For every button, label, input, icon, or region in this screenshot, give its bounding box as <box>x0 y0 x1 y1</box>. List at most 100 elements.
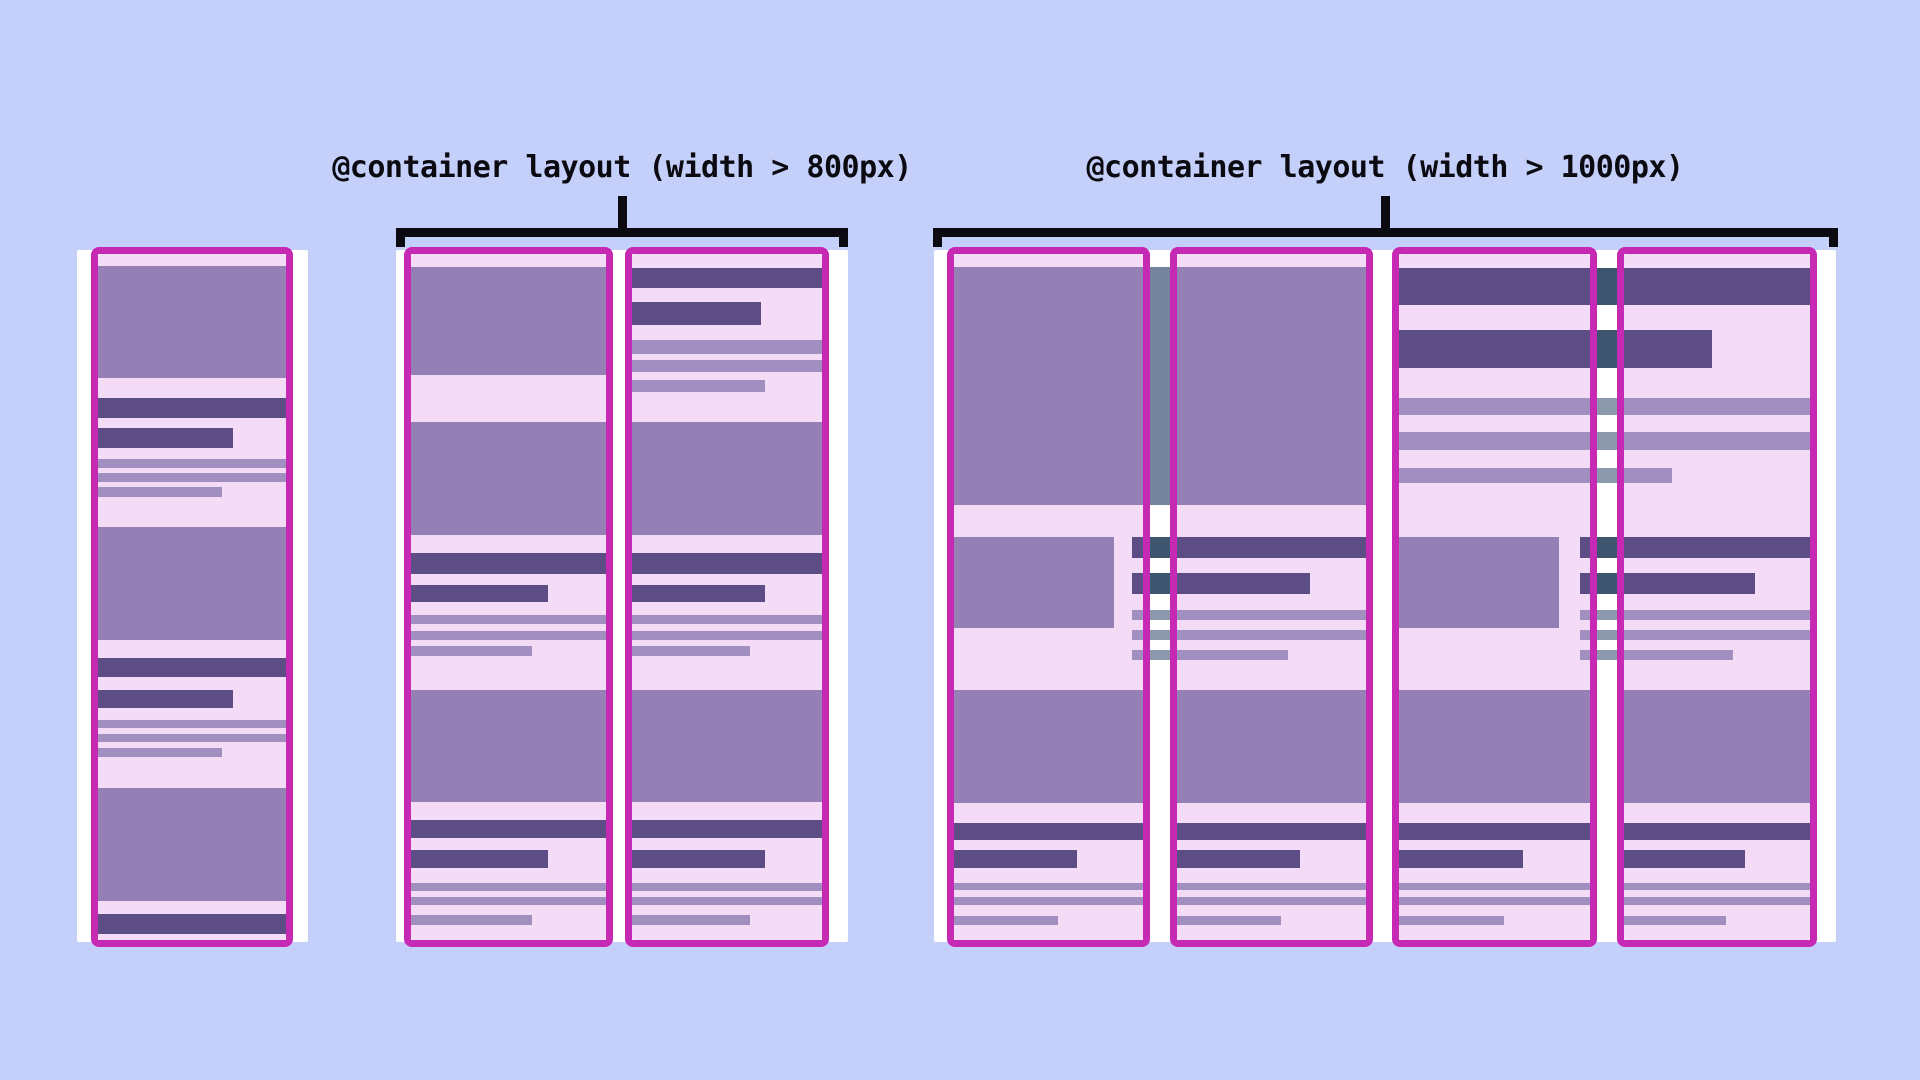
card-gap-tint-heading-bar <box>1597 537 1617 558</box>
text-line <box>632 340 822 354</box>
card-gap-tint-heading-bar <box>1150 573 1170 594</box>
card-outline-narrow-1-column-1 <box>91 247 293 947</box>
text-line <box>1177 883 1366 890</box>
text-line <box>632 883 822 891</box>
image-placeholder-block <box>411 267 606 375</box>
bracket-800px-stem <box>617 196 627 237</box>
heading-bar <box>98 914 286 934</box>
spanning-text-line <box>1580 650 1733 660</box>
card-outline-container-over-1000px-4-columns-2 <box>1170 247 1373 947</box>
spanning-heading-bar <box>1132 537 1366 558</box>
text-line <box>954 883 1143 890</box>
text-line <box>632 360 822 372</box>
text-line <box>1399 897 1590 905</box>
text-line <box>632 915 750 925</box>
text-line <box>411 915 532 925</box>
spanning-heading-bar <box>1399 330 1712 368</box>
container-query-label-800px: @container layout (width > 800px) <box>332 150 912 185</box>
image-placeholder-block <box>98 527 286 640</box>
image-placeholder-block <box>1177 690 1366 803</box>
text-line <box>1624 883 1810 890</box>
bracket-1000px-right-tick <box>1829 228 1838 247</box>
card-outline-container-over-800px-2-columns-1 <box>404 247 613 947</box>
text-line <box>632 615 822 624</box>
text-line <box>98 734 286 742</box>
bracket-1000px-left-tick <box>933 228 942 247</box>
image-placeholder-block <box>632 422 822 535</box>
spanning-text-line <box>1580 630 1810 640</box>
image-placeholder-block <box>632 690 822 802</box>
text-line <box>411 897 606 905</box>
text-line <box>954 916 1058 925</box>
card-gap-tint-image-placeholder-block <box>1150 267 1170 505</box>
card-gap-tint-text-line <box>1150 610 1170 620</box>
card-outline-container-over-1000px-4-columns-3 <box>1392 247 1597 947</box>
image-placeholder-block <box>1399 690 1590 803</box>
text-line <box>98 720 286 728</box>
text-line <box>1177 897 1366 905</box>
card-outline-container-over-800px-2-columns-2 <box>625 247 829 947</box>
text-line <box>98 473 286 482</box>
heading-bar <box>98 428 233 448</box>
heading-bar <box>1399 823 1590 840</box>
spanning-image-placeholder-block <box>954 537 1114 628</box>
card-gap-tint-heading-bar <box>1150 537 1170 558</box>
heading-bar <box>632 268 822 288</box>
card-gap-tint-text-line <box>1597 468 1617 483</box>
card-gap-tint-heading-bar <box>1597 573 1617 594</box>
spanning-text-line <box>1132 650 1288 660</box>
image-placeholder-block <box>98 788 286 901</box>
text-line <box>411 615 606 624</box>
card-gap-tint-text-line <box>1150 650 1170 660</box>
image-placeholder-block <box>411 422 606 535</box>
text-line <box>98 459 286 468</box>
heading-bar <box>411 820 606 838</box>
card-gap-tint-heading-bar <box>1597 330 1617 368</box>
card-gap-tint-text-line <box>1597 432 1617 450</box>
heading-bar <box>1177 850 1300 868</box>
heading-bar <box>98 658 286 677</box>
heading-bar <box>954 823 1143 840</box>
card-outline-container-over-1000px-4-columns-4 <box>1617 247 1817 947</box>
text-line <box>411 631 606 640</box>
text-line <box>1624 897 1810 905</box>
image-placeholder-block <box>411 690 606 802</box>
heading-bar <box>632 585 765 602</box>
text-line <box>632 631 822 640</box>
text-line <box>632 897 822 905</box>
spanning-text-line <box>1132 610 1366 620</box>
text-line <box>1624 916 1726 925</box>
text-line <box>954 897 1143 905</box>
heading-bar <box>411 553 606 574</box>
text-line <box>1177 916 1281 925</box>
heading-bar <box>632 820 822 838</box>
bracket-1000px-stem <box>1380 196 1390 237</box>
text-line <box>411 646 532 656</box>
card-gap-tint-text-line <box>1597 610 1617 620</box>
text-line <box>98 487 222 497</box>
card-gap-tint-text-line <box>1597 398 1617 415</box>
bracket-800px-right-tick <box>839 228 848 247</box>
card-container-over-1000px-4-columns-4 <box>1624 254 1810 940</box>
spanning-text-line <box>1580 610 1810 620</box>
container-query-label-1000px: @container layout (width > 1000px) <box>1086 150 1684 185</box>
card-gap-tint-text-line <box>1597 650 1617 660</box>
text-line <box>1399 916 1504 925</box>
text-line <box>1399 883 1590 890</box>
bracket-800px-left-tick <box>396 228 405 247</box>
heading-bar <box>98 398 286 418</box>
heading-bar <box>954 850 1077 868</box>
text-line <box>411 883 606 891</box>
heading-bar <box>411 850 548 868</box>
spanning-image-placeholder-block <box>1399 537 1559 628</box>
image-placeholder-block <box>98 266 286 378</box>
spanning-heading-bar <box>1580 537 1810 558</box>
card-gap-tint-text-line <box>1597 630 1617 640</box>
text-line <box>632 380 765 392</box>
heading-bar <box>632 553 822 574</box>
card-container-over-800px-2-columns-2 <box>632 254 822 940</box>
card-narrow-1-column-1 <box>98 254 286 940</box>
heading-bar <box>1399 850 1523 868</box>
card-gap-tint-heading-bar <box>1597 268 1617 305</box>
